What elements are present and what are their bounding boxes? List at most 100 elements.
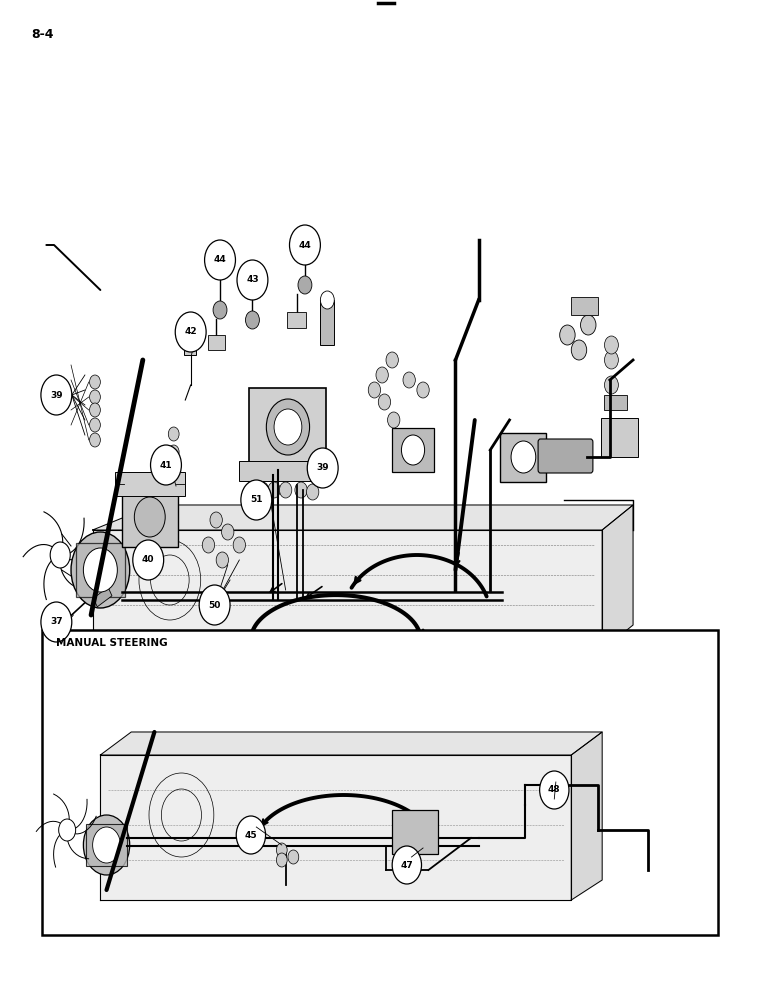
Circle shape	[168, 445, 179, 459]
Circle shape	[581, 315, 596, 335]
Circle shape	[604, 376, 618, 394]
Text: 51: 51	[250, 495, 262, 504]
Circle shape	[199, 585, 230, 625]
Circle shape	[168, 481, 179, 495]
Polygon shape	[100, 755, 571, 900]
Circle shape	[175, 312, 206, 352]
Circle shape	[241, 480, 272, 520]
Text: 48: 48	[548, 786, 560, 794]
Circle shape	[90, 418, 100, 432]
FancyBboxPatch shape	[538, 439, 593, 473]
Circle shape	[133, 540, 164, 580]
Circle shape	[71, 532, 130, 608]
Text: 8-4: 8-4	[31, 28, 53, 41]
Circle shape	[320, 291, 334, 309]
Circle shape	[511, 441, 536, 473]
Circle shape	[560, 325, 575, 345]
Circle shape	[256, 482, 269, 498]
Circle shape	[604, 351, 618, 369]
Circle shape	[93, 827, 120, 863]
FancyBboxPatch shape	[115, 472, 185, 496]
Bar	[571, 297, 598, 315]
Polygon shape	[100, 732, 602, 755]
FancyBboxPatch shape	[249, 388, 326, 467]
Circle shape	[403, 372, 415, 388]
Circle shape	[306, 484, 319, 500]
Text: 44: 44	[299, 240, 311, 249]
Circle shape	[233, 537, 245, 553]
Circle shape	[307, 448, 338, 488]
FancyBboxPatch shape	[86, 824, 127, 866]
Bar	[320, 300, 334, 345]
Bar	[184, 323, 196, 355]
Circle shape	[368, 382, 381, 398]
Circle shape	[288, 850, 299, 864]
Circle shape	[50, 542, 70, 568]
Circle shape	[378, 394, 391, 410]
Circle shape	[276, 843, 287, 857]
FancyBboxPatch shape	[500, 433, 546, 482]
Text: 44: 44	[214, 255, 226, 264]
Circle shape	[213, 301, 227, 319]
Circle shape	[392, 846, 422, 884]
Text: 50: 50	[208, 600, 221, 609]
Circle shape	[168, 463, 179, 477]
Circle shape	[90, 390, 100, 404]
Circle shape	[205, 240, 235, 280]
Circle shape	[83, 548, 117, 592]
FancyBboxPatch shape	[239, 461, 325, 481]
Bar	[42, 630, 718, 935]
Circle shape	[279, 482, 292, 498]
Circle shape	[401, 435, 425, 465]
Circle shape	[386, 352, 398, 368]
Circle shape	[388, 412, 400, 428]
Circle shape	[274, 409, 302, 445]
Circle shape	[83, 815, 130, 875]
Polygon shape	[93, 530, 602, 650]
Text: 45: 45	[245, 830, 257, 840]
Polygon shape	[93, 505, 633, 530]
Circle shape	[290, 225, 320, 265]
Circle shape	[376, 367, 388, 383]
Circle shape	[59, 819, 76, 841]
Text: 39: 39	[317, 464, 329, 473]
FancyBboxPatch shape	[122, 488, 178, 547]
Circle shape	[151, 445, 181, 485]
Circle shape	[276, 853, 287, 867]
Circle shape	[268, 482, 280, 498]
Text: 41: 41	[160, 460, 172, 470]
Circle shape	[237, 260, 268, 300]
Bar	[604, 395, 627, 410]
Text: 43: 43	[246, 275, 259, 284]
Circle shape	[41, 602, 72, 642]
Bar	[208, 335, 225, 350]
Circle shape	[236, 816, 266, 854]
Circle shape	[604, 336, 618, 354]
Text: 37: 37	[50, 617, 63, 626]
Circle shape	[417, 382, 429, 398]
Circle shape	[266, 399, 310, 455]
Polygon shape	[571, 732, 602, 900]
Bar	[287, 312, 306, 328]
Circle shape	[222, 524, 234, 540]
Circle shape	[571, 340, 587, 360]
Circle shape	[295, 482, 307, 498]
FancyBboxPatch shape	[392, 428, 434, 472]
FancyBboxPatch shape	[392, 810, 438, 854]
Text: MANUAL STEERING: MANUAL STEERING	[56, 638, 168, 648]
Text: 39: 39	[50, 390, 63, 399]
FancyBboxPatch shape	[76, 543, 125, 597]
Circle shape	[245, 311, 259, 329]
Circle shape	[134, 497, 165, 537]
Circle shape	[90, 433, 100, 447]
FancyBboxPatch shape	[601, 418, 638, 457]
Polygon shape	[602, 505, 633, 650]
Circle shape	[540, 771, 569, 809]
Circle shape	[168, 427, 179, 441]
Circle shape	[216, 552, 229, 568]
Circle shape	[90, 375, 100, 389]
Text: 42: 42	[185, 328, 197, 336]
Circle shape	[202, 537, 215, 553]
Circle shape	[210, 512, 222, 528]
Bar	[93, 587, 112, 607]
